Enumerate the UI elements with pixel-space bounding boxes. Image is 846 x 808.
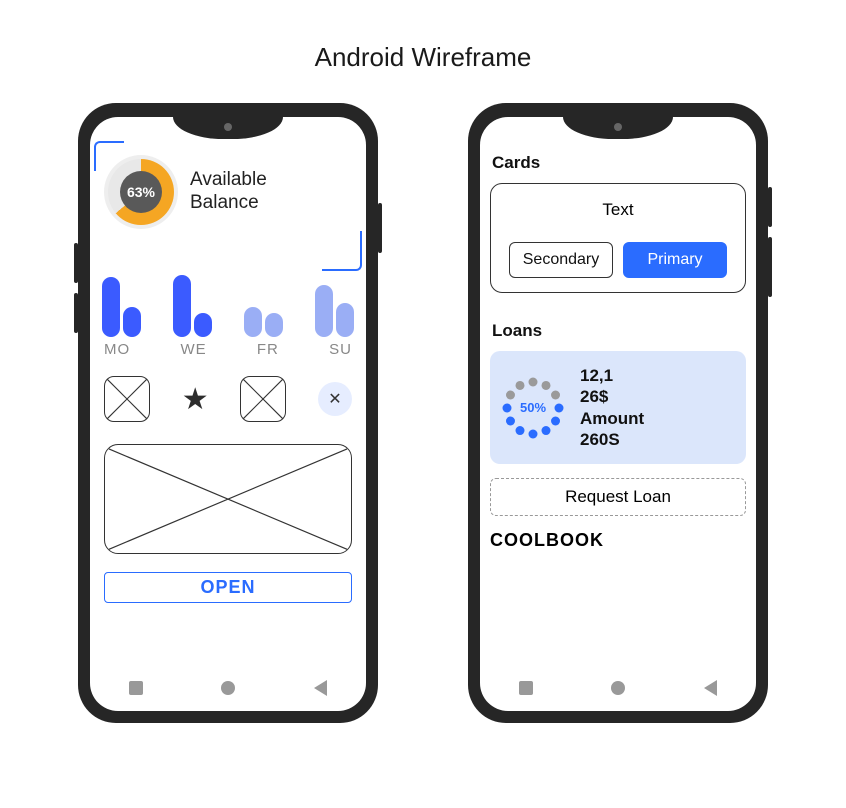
bar	[244, 307, 262, 337]
primary-button[interactable]: Primary	[623, 242, 727, 278]
bar-group	[102, 277, 141, 337]
screen: 63% Available Balance MO WE FR SU	[90, 117, 366, 711]
phone-row: 63% Available Balance MO WE FR SU	[0, 103, 846, 723]
selection-corner-br	[322, 231, 362, 271]
day-label: WE	[180, 341, 206, 358]
open-button[interactable]: OPEN	[104, 572, 352, 603]
day-label: MO	[104, 341, 130, 358]
bar	[123, 307, 141, 337]
placeholder-icon[interactable]	[240, 376, 286, 422]
ring-dot	[551, 390, 560, 399]
ring-dot	[506, 416, 515, 425]
big-placeholder[interactable]	[104, 444, 352, 554]
bar	[265, 313, 283, 337]
ring-dot	[529, 377, 538, 386]
ring-dot	[506, 390, 515, 399]
weekly-bar-chart	[100, 267, 356, 337]
loan-line: Amount	[580, 408, 644, 429]
phone-right: Cards Text Secondary Primary Loans 50% 1…	[468, 103, 768, 723]
back-button[interactable]	[704, 680, 717, 696]
loan-values: 12,1 26$ Amount 260S	[580, 365, 644, 450]
home-button[interactable]	[221, 681, 235, 695]
screen-content: 63% Available Balance MO WE FR SU	[90, 117, 366, 711]
day-label: SU	[329, 341, 352, 358]
bar-group	[315, 285, 354, 337]
ring-dot	[542, 380, 551, 389]
ring-dot	[555, 403, 564, 412]
day-label: FR	[257, 341, 279, 358]
loan-line: 260S	[580, 429, 644, 450]
power-button[interactable]	[768, 187, 772, 227]
progress-ring: 50%	[500, 375, 566, 441]
utensils-icon[interactable]: ✕	[318, 382, 352, 416]
screen: Cards Text Secondary Primary Loans 50% 1…	[480, 117, 756, 711]
balance-label: Available Balance	[190, 169, 267, 215]
page-title: Android Wireframe	[0, 0, 846, 73]
balance-card: 63% Available Balance	[100, 147, 356, 233]
ring-dot	[542, 426, 551, 435]
balance-label-line2: Balance	[190, 192, 267, 215]
ring-dot	[516, 426, 525, 435]
phone-left: 63% Available Balance MO WE FR SU	[78, 103, 378, 723]
loan-line: 26$	[580, 386, 644, 407]
balance-gauge: 63%	[104, 155, 178, 229]
vol-down-button[interactable]	[74, 293, 78, 333]
gauge-value: 63%	[120, 171, 162, 213]
android-nav-bar	[90, 673, 366, 703]
vol-up-button[interactable]	[74, 243, 78, 283]
cards-text: Text	[501, 200, 735, 220]
loans-title: Loans	[492, 321, 744, 341]
cards-title: Cards	[492, 153, 744, 173]
request-loan-button[interactable]: Request Loan	[490, 478, 746, 516]
android-nav-bar	[480, 673, 756, 703]
ring-dot	[529, 429, 538, 438]
bar	[173, 275, 191, 337]
back-button[interactable]	[314, 680, 327, 696]
bar	[315, 285, 333, 337]
coolbook-title: COOLBOOK	[490, 530, 746, 551]
balance-label-line1: Available	[190, 169, 267, 192]
screen-content: Cards Text Secondary Primary Loans 50% 1…	[480, 117, 756, 711]
recent-apps-button[interactable]	[519, 681, 533, 695]
bar	[194, 313, 212, 337]
power-button[interactable]	[378, 203, 382, 253]
bar-group	[173, 275, 212, 337]
ring-dot	[516, 380, 525, 389]
star-icon[interactable]: ★	[182, 382, 209, 417]
placeholder-icon[interactable]	[104, 376, 150, 422]
loans-card: 50% 12,1 26$ Amount 260S	[490, 351, 746, 464]
bar-group	[244, 307, 283, 337]
ring-dot	[503, 403, 512, 412]
bar	[102, 277, 120, 337]
cards-card: Text Secondary Primary	[490, 183, 746, 293]
home-button[interactable]	[611, 681, 625, 695]
recent-apps-button[interactable]	[129, 681, 143, 695]
loan-line: 12,1	[580, 365, 644, 386]
day-labels: MO WE FR SU	[100, 337, 356, 358]
bar	[336, 303, 354, 337]
ring-dot	[551, 416, 560, 425]
secondary-button[interactable]: Secondary	[509, 242, 613, 278]
icon-row: ★ ✕	[100, 376, 356, 422]
cards-button-row: Secondary Primary	[501, 242, 735, 278]
volume-button[interactable]	[768, 237, 772, 297]
